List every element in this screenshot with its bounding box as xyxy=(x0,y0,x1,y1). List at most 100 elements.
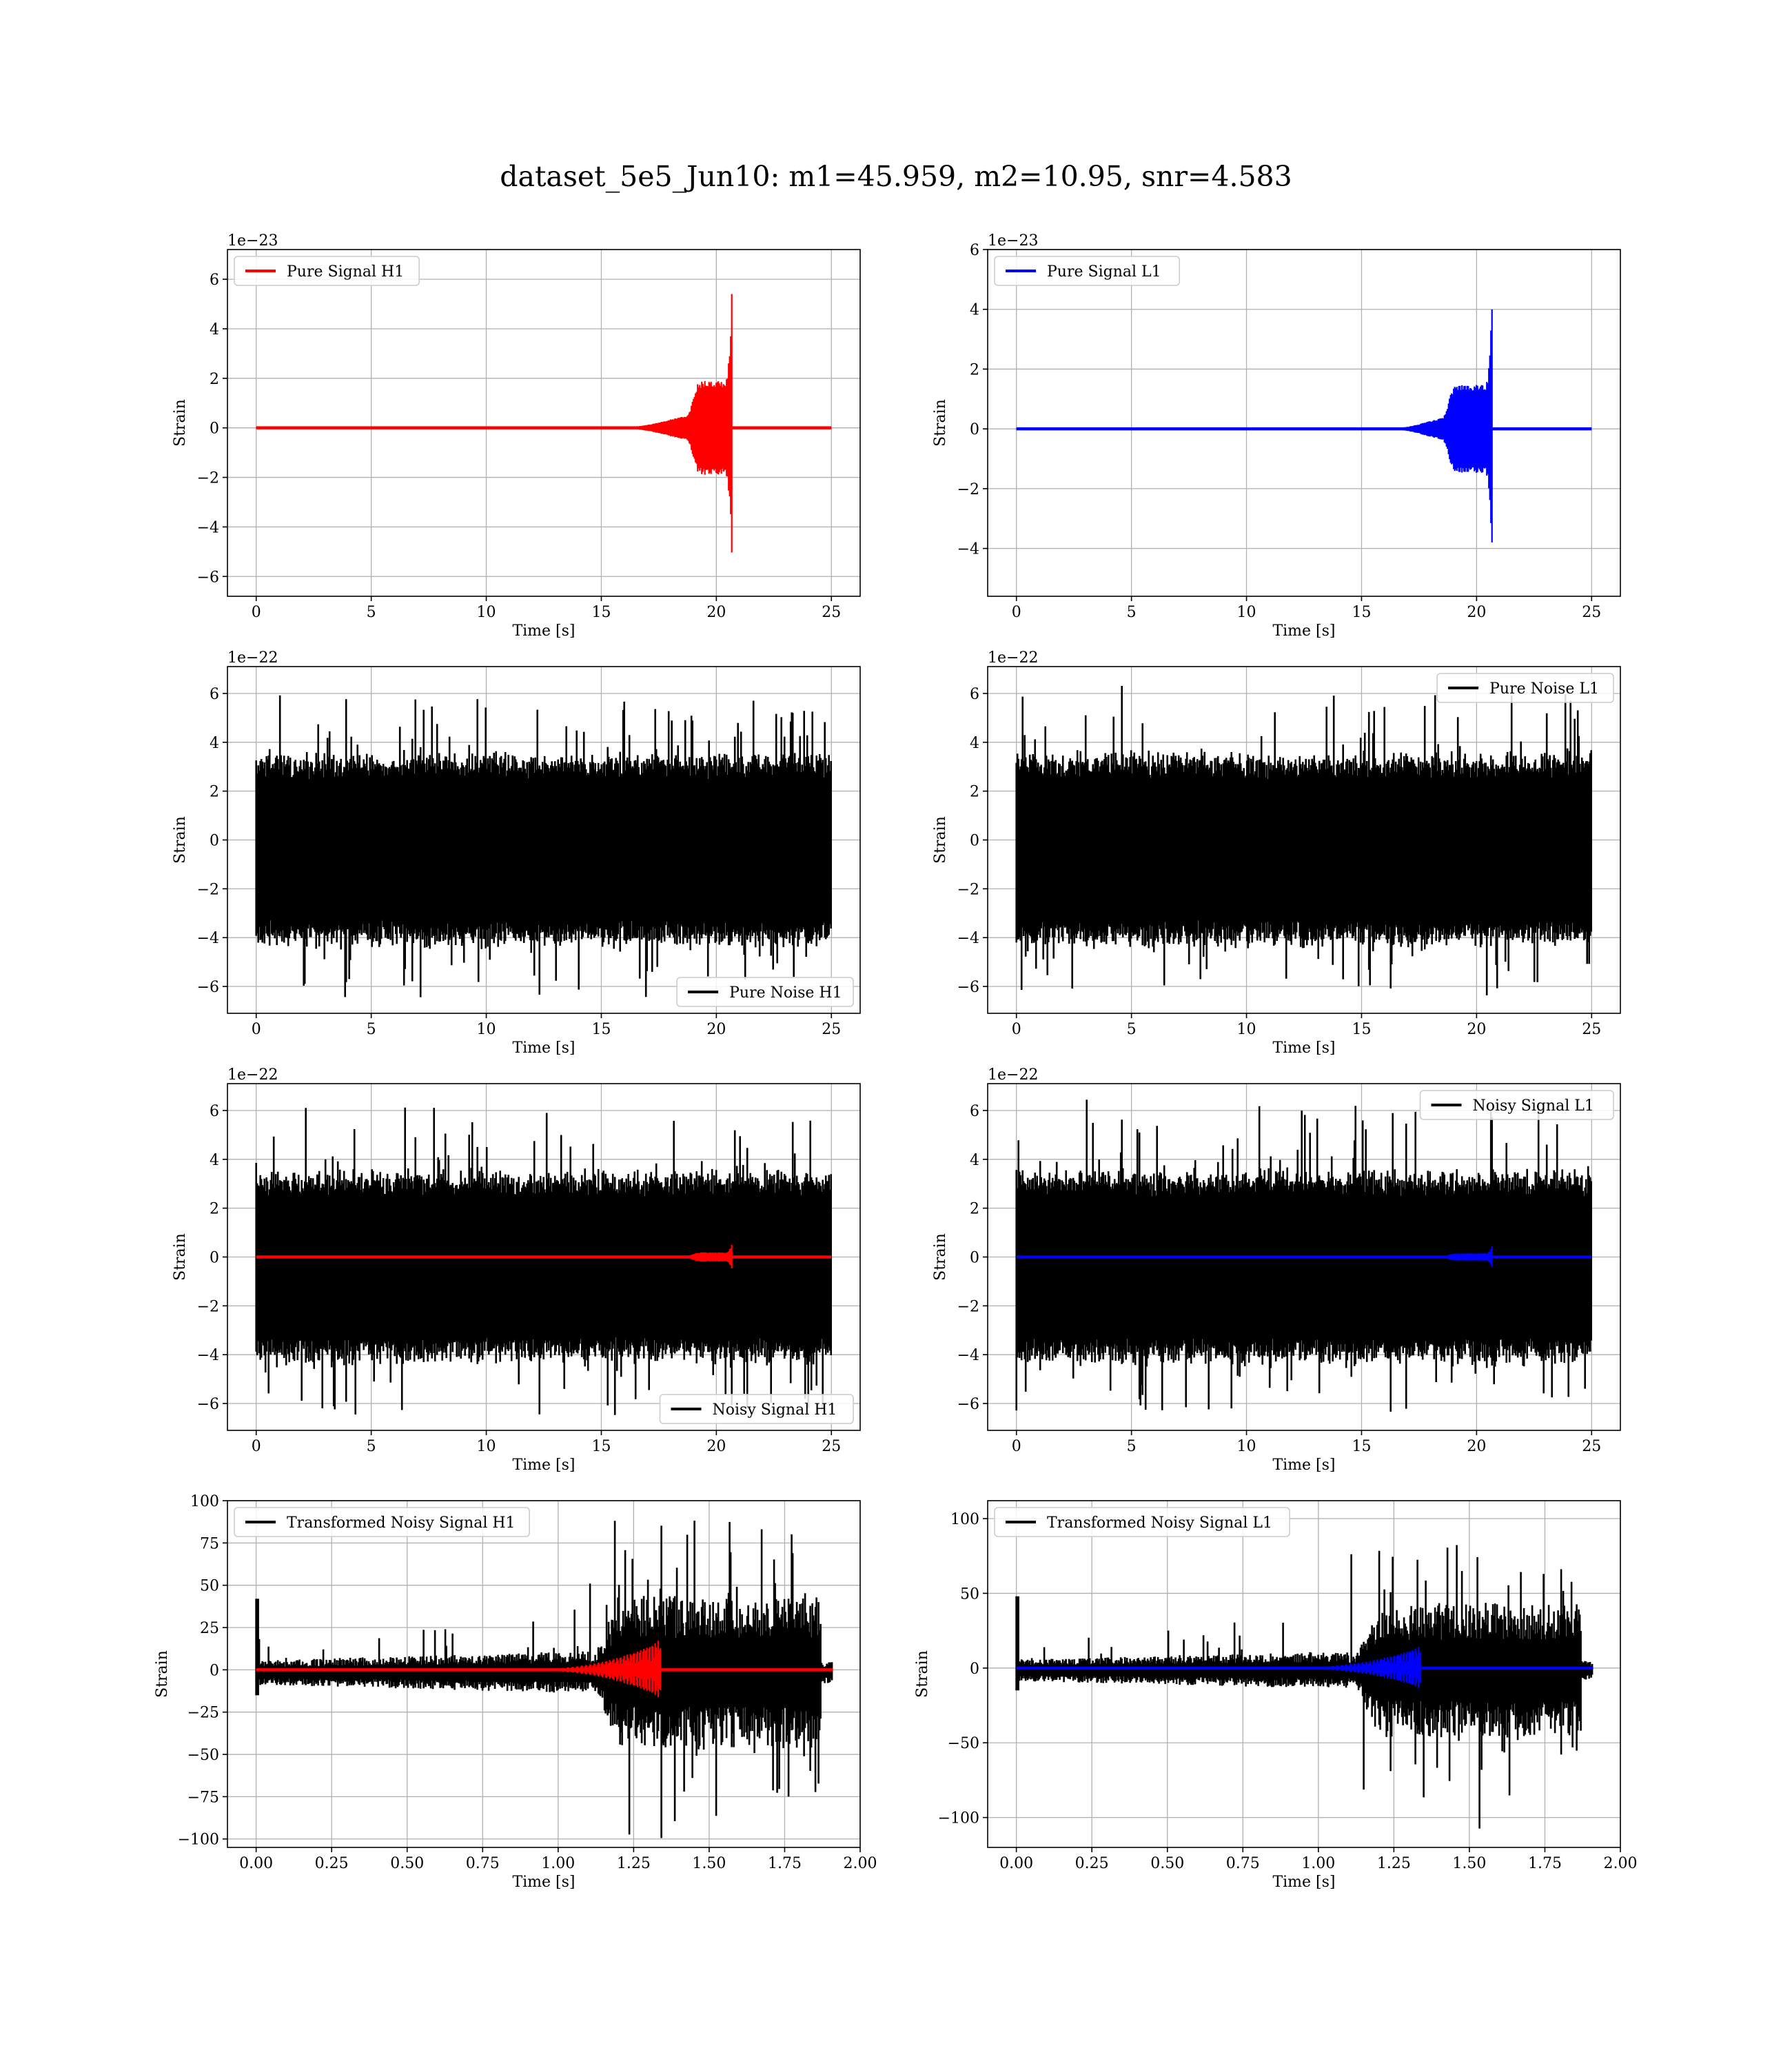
x-tick-label: 25 xyxy=(822,1021,841,1038)
y-tick-label: −75 xyxy=(187,1789,219,1806)
y-tick-label: 100 xyxy=(950,1511,979,1528)
y-tick-label: 4 xyxy=(970,735,979,752)
x-tick-label: 1.25 xyxy=(617,1855,651,1872)
y-tick-label: 4 xyxy=(210,1152,219,1169)
axes-frame xyxy=(987,249,1621,597)
y-tick-label: 6 xyxy=(210,272,219,289)
y-axis-label: Strain xyxy=(932,1233,949,1281)
tick-labels: 0 5 10 15 20 25 −6 −4 −2 0 2 4 6 xyxy=(957,1103,1602,1455)
legend-entry: Pure Signal L1 xyxy=(1047,263,1161,281)
x-tick-label: 25 xyxy=(822,604,841,621)
y-tick-label: 2 xyxy=(970,361,979,378)
x-tick-label: 10 xyxy=(477,1021,496,1038)
y-axis-label: Strain xyxy=(172,816,189,864)
x-tick-label: 5 xyxy=(367,1438,376,1455)
legend: Pure Noise H1 xyxy=(676,977,854,1007)
y-tick-label: 2 xyxy=(210,1201,219,1218)
x-axis-label: Time [s] xyxy=(512,1457,575,1474)
series-layer xyxy=(255,294,832,553)
y-tick-label: 4 xyxy=(970,302,979,319)
series-pure-noise-l1 xyxy=(1015,686,1592,995)
axes-frame xyxy=(227,249,861,597)
y-offset-label: 1e−23 xyxy=(988,232,1038,250)
x-tick-label: 0.25 xyxy=(1075,1855,1109,1872)
legend-entry: Pure Noise L1 xyxy=(1489,680,1599,698)
x-tick-label: 0 xyxy=(252,1021,261,1038)
y-tick-label: 2 xyxy=(210,371,219,388)
y-axis-label: Strain xyxy=(932,399,949,447)
x-tick-label: 25 xyxy=(822,1438,841,1455)
y-tick-label: 4 xyxy=(210,735,219,752)
y-axis-label: Strain xyxy=(154,1650,171,1698)
subplot-noisy-signal-l1: 0 5 10 15 20 25 −6 −4 −2 0 2 4 6 Time [s] Strain 1e−22 N… xyxy=(932,1066,1621,1474)
x-tick-label: 0.75 xyxy=(466,1855,500,1872)
y-tick-label: 0 xyxy=(210,420,219,438)
x-tick-label: 1.00 xyxy=(1301,1855,1335,1872)
y-tick-label: −2 xyxy=(197,1298,219,1315)
x-axis-label: Time [s] xyxy=(1272,1874,1335,1891)
series-layer xyxy=(1015,1099,1592,1412)
y-tick-label: 6 xyxy=(970,242,979,259)
axes-frame xyxy=(987,1500,1621,1848)
x-tick-label: 0.00 xyxy=(999,1855,1033,1872)
x-tick-label: 1.50 xyxy=(692,1855,726,1872)
x-tick-label: 1.75 xyxy=(1528,1855,1562,1872)
y-tick-label: 0 xyxy=(970,1661,979,1678)
y-tick-label: −6 xyxy=(197,569,219,586)
x-tick-label: 20 xyxy=(706,604,726,621)
y-tick-label: 6 xyxy=(210,1103,219,1120)
subplot-pure-noise-h1: 0 5 10 15 20 25 −6 −4 −2 0 2 4 6 Time [s] Strain 1e−22 P… xyxy=(172,649,861,1057)
y-tick-label: −100 xyxy=(178,1832,219,1849)
y-tick-label: 0 xyxy=(210,833,219,850)
y-offset-label: 1e−22 xyxy=(227,1066,278,1084)
y-offset-label: 1e−22 xyxy=(988,649,1038,667)
y-tick-label: −100 xyxy=(938,1810,979,1827)
series-layer xyxy=(255,695,832,997)
series-noisy-signal-l1 xyxy=(1015,1099,1592,1412)
y-axis-label: Strain xyxy=(932,816,949,864)
plot-area xyxy=(988,250,1620,596)
x-tick-label: 15 xyxy=(1352,1021,1371,1038)
tick-labels: 0 5 10 15 20 25 −6 −4 −2 0 2 4 6 xyxy=(197,686,842,1038)
y-tick-label: 2 xyxy=(970,1201,979,1218)
tick-labels: 0 5 10 15 20 25 −4 −2 0 2 4 6 xyxy=(957,242,1602,621)
x-tick-label: 1.00 xyxy=(541,1855,575,1872)
tick-labels: 0 5 10 15 20 25 −6 −4 −2 0 2 4 6 xyxy=(957,686,1602,1038)
legend: Transformed Noisy Signal H1 xyxy=(234,1507,530,1537)
x-tick-label: 20 xyxy=(1467,1438,1486,1455)
y-tick-label: 0 xyxy=(970,1250,979,1267)
y-tick-label: 0 xyxy=(970,421,979,438)
x-tick-label: 20 xyxy=(1467,604,1486,621)
legend: Noisy Signal L1 xyxy=(1419,1090,1614,1120)
y-tick-label: −2 xyxy=(197,470,219,487)
x-tick-label: 10 xyxy=(1237,1438,1256,1455)
y-tick-label: 6 xyxy=(970,686,979,703)
tick-labels: 0 5 10 15 20 25 −6 −4 −2 0 2 4 6 xyxy=(197,1103,842,1455)
y-tick-label: −4 xyxy=(957,541,979,558)
y-tick-label: −2 xyxy=(957,481,979,498)
y-offset-label: 1e−23 xyxy=(227,232,278,250)
y-tick-label: 2 xyxy=(970,784,979,801)
y-axis-label: Strain xyxy=(172,1233,189,1281)
tick-labels: 0.00 0.25 0.50 0.75 1.00 1.25 1.50 1.75 2.00 −100… xyxy=(938,1511,1638,1872)
figure-title: dataset_5e5_Jun10: m1=45.959, m2=10.95, … xyxy=(500,160,1292,193)
y-tick-label: 0 xyxy=(210,1662,219,1679)
x-tick-label: 5 xyxy=(367,1021,376,1038)
subplot-pure-signal-h1: 0 5 10 15 20 25 −6 −4 −2 0 2 4 6 Time [s] Strain 1e−23 P… xyxy=(172,232,861,640)
x-tick-label: 1.50 xyxy=(1452,1855,1486,1872)
y-tick-label: 2 xyxy=(210,784,219,801)
x-tick-label: 0 xyxy=(252,604,261,621)
y-tick-label: 4 xyxy=(210,321,219,338)
x-tick-label: 20 xyxy=(706,1021,726,1038)
x-tick-label: 10 xyxy=(477,604,496,621)
y-tick-label: 100 xyxy=(190,1493,219,1510)
x-tick-label: 15 xyxy=(591,1021,611,1038)
legend-entry: Noisy Signal L1 xyxy=(1473,1097,1594,1115)
x-tick-label: 10 xyxy=(477,1438,496,1455)
subplot-noisy-signal-h1: 0 5 10 15 20 25 −6 −4 −2 0 2 4 6 Time [s] Strain 1e−22 N… xyxy=(172,1066,861,1474)
y-tick-label: 4 xyxy=(970,1152,979,1169)
x-tick-label: 0 xyxy=(1012,604,1021,621)
x-tick-label: 15 xyxy=(591,604,611,621)
y-tick-label: −4 xyxy=(957,930,979,947)
y-tick-label: 0 xyxy=(210,1250,219,1267)
